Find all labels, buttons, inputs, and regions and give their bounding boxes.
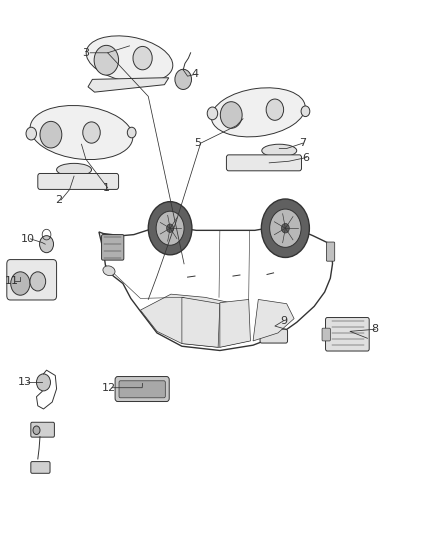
Circle shape	[220, 102, 242, 128]
Text: 2: 2	[55, 195, 62, 205]
Ellipse shape	[30, 106, 133, 159]
Circle shape	[39, 236, 53, 253]
FancyBboxPatch shape	[226, 155, 301, 171]
Text: 7: 7	[299, 138, 307, 148]
Circle shape	[94, 45, 119, 75]
Polygon shape	[220, 300, 251, 348]
Polygon shape	[88, 78, 169, 92]
Ellipse shape	[86, 36, 173, 83]
Ellipse shape	[262, 144, 297, 157]
Circle shape	[133, 46, 152, 70]
FancyBboxPatch shape	[102, 235, 124, 260]
Circle shape	[301, 106, 310, 117]
Circle shape	[175, 69, 191, 90]
Circle shape	[270, 209, 301, 247]
Text: 4: 4	[191, 69, 198, 79]
Ellipse shape	[103, 266, 115, 276]
Circle shape	[26, 127, 36, 140]
FancyBboxPatch shape	[115, 376, 169, 401]
Text: 1: 1	[103, 183, 110, 193]
Text: 8: 8	[372, 324, 379, 334]
Polygon shape	[99, 225, 332, 351]
FancyBboxPatch shape	[119, 381, 165, 398]
Polygon shape	[182, 297, 220, 348]
Circle shape	[11, 272, 30, 295]
FancyBboxPatch shape	[38, 173, 119, 189]
Polygon shape	[141, 294, 249, 348]
Circle shape	[266, 99, 284, 120]
FancyBboxPatch shape	[322, 328, 330, 341]
Circle shape	[30, 272, 46, 291]
FancyBboxPatch shape	[7, 260, 57, 300]
Ellipse shape	[212, 88, 305, 137]
Text: 6: 6	[302, 152, 309, 163]
FancyBboxPatch shape	[326, 242, 335, 261]
FancyBboxPatch shape	[325, 318, 369, 351]
Ellipse shape	[57, 164, 92, 176]
Circle shape	[36, 374, 50, 391]
Circle shape	[261, 199, 309, 257]
Circle shape	[156, 211, 184, 245]
Text: 12: 12	[102, 383, 116, 393]
FancyBboxPatch shape	[31, 462, 50, 473]
Circle shape	[33, 426, 40, 434]
Circle shape	[148, 201, 192, 255]
Circle shape	[40, 122, 62, 148]
Text: 11: 11	[5, 277, 18, 286]
Polygon shape	[253, 300, 294, 341]
Circle shape	[282, 223, 289, 233]
Circle shape	[166, 224, 173, 232]
Circle shape	[207, 107, 218, 120]
Circle shape	[127, 127, 136, 138]
Text: 13: 13	[18, 377, 32, 387]
Text: 10: 10	[21, 234, 35, 244]
Text: 9: 9	[280, 316, 287, 326]
FancyBboxPatch shape	[31, 422, 54, 437]
Text: 3: 3	[82, 48, 89, 58]
Text: 5: 5	[194, 138, 201, 148]
FancyBboxPatch shape	[260, 329, 288, 343]
Circle shape	[83, 122, 100, 143]
